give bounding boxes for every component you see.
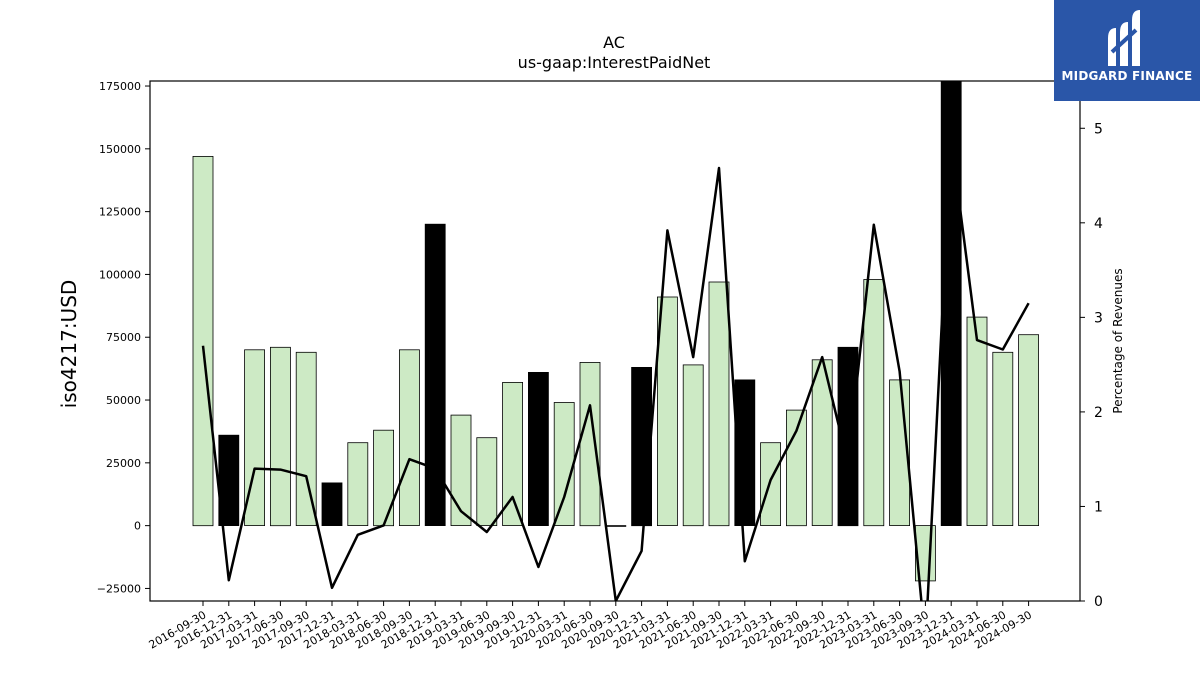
- y2-tick-label: 1: [1094, 499, 1103, 515]
- brand-logo: MIDGARD FINANCE: [1054, 0, 1200, 101]
- y2-axis-label: Percentage of Revenues: [1111, 268, 1125, 413]
- bar-2020-06-30: [579, 361, 601, 527]
- bar-2022-12-31: [837, 346, 859, 527]
- bar-2018-12-31: [424, 223, 446, 526]
- bar-2017-12-31: [321, 482, 343, 526]
- y2-tick-label: 4: [1094, 216, 1103, 232]
- bar-2024-09-30: [1018, 334, 1039, 527]
- line-series: [201, 138, 1030, 601]
- plot-frame: [149, 80, 1081, 602]
- bar-2022-03-31: [760, 442, 781, 527]
- y-tick-label: 0: [134, 520, 141, 533]
- bar-2021-06-30: [682, 364, 704, 527]
- y-tick-label: 75000: [106, 331, 141, 344]
- y-tick-label: 175000: [99, 80, 141, 93]
- bar-2019-06-30: [476, 437, 498, 527]
- bar-2019-09-30: [502, 381, 524, 526]
- y-tick-label: 25000: [106, 457, 141, 470]
- y-tick-label: 50000: [106, 394, 141, 407]
- y2-tick-label: 5: [1094, 121, 1103, 137]
- bar-2017-06-30: [269, 346, 291, 527]
- y2-tick-label: 2: [1094, 405, 1103, 421]
- bar-2021-03-31: [657, 296, 678, 527]
- revenue-pct-line: [201, 138, 1030, 601]
- bar-2020-09-30: [605, 525, 627, 527]
- y-axis-label: iso4217:USD: [57, 280, 81, 409]
- bar-2020-12-31: [631, 366, 652, 527]
- chart-subtitle: us-gaap:InterestPaidNet: [518, 53, 711, 72]
- y2-tick-label: 3: [1094, 310, 1103, 326]
- bar-2023-12-31: [940, 81, 962, 527]
- bar-2017-09-30: [295, 351, 317, 526]
- y-tick-label: 150000: [99, 143, 141, 156]
- bar-2024-06-30: [992, 351, 1014, 526]
- brand-name: MIDGARD FINANCE: [1061, 69, 1193, 83]
- bar-2023-03-31: [863, 279, 885, 527]
- midgard-logo-icon: [1108, 10, 1140, 66]
- bar-2017-03-31: [244, 349, 266, 526]
- chart-title: AC: [603, 33, 625, 52]
- y-tick-label: 125000: [99, 206, 141, 219]
- y-tick-label: −25000: [97, 582, 141, 595]
- bar-2021-09-30: [708, 281, 730, 527]
- bar-2019-12-31: [528, 371, 549, 526]
- y-tick-label: 100000: [99, 268, 141, 281]
- bar-2018-09-30: [398, 349, 420, 526]
- bar-2018-03-31: [347, 442, 369, 527]
- bar-2024-03-31: [966, 316, 988, 527]
- bar-2020-03-31: [553, 402, 575, 526]
- y2-tick-label: 0: [1094, 594, 1103, 610]
- bar-2016-09-30: [192, 155, 214, 527]
- bar-2018-06-30: [373, 429, 395, 527]
- bar-2019-03-31: [450, 414, 472, 527]
